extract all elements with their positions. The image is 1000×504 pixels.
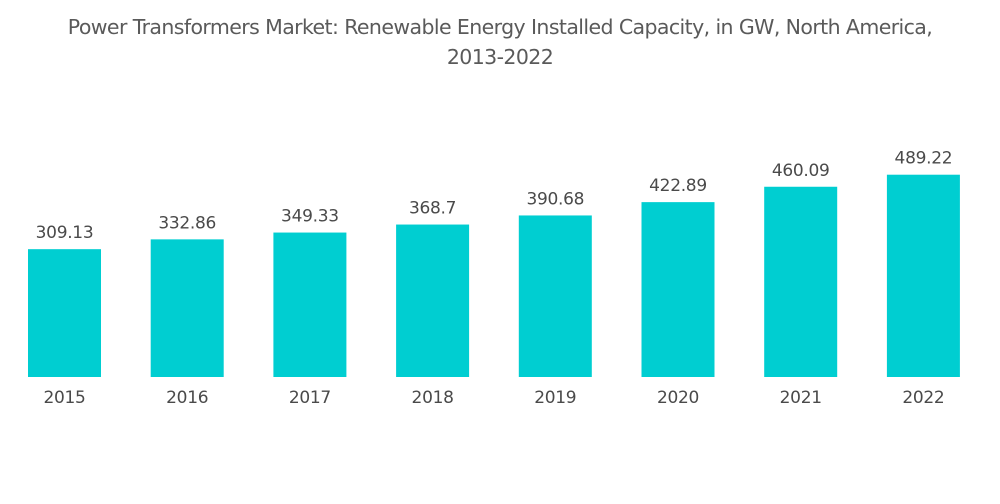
bar-2021 [764, 186, 838, 377]
bar-2019 [518, 215, 592, 377]
bar-2022 [886, 174, 960, 377]
x-tick-label-2016: 2016 [166, 388, 208, 408]
chart-title: Power Transformers Market: Renewable Ene… [0, 12, 1000, 72]
x-tick-label-2018: 2018 [412, 388, 454, 408]
value-label-2017: 349.33 [281, 207, 339, 227]
bar-2020 [641, 202, 715, 377]
value-label-2022: 489.22 [895, 149, 953, 169]
value-label-2019: 390.68 [526, 189, 584, 209]
value-labels-group: 309.13 332.86 349.33 368.7 390.68 422.89 460.0… [36, 149, 953, 243]
value-label-2018: 368.7 [409, 199, 456, 219]
x-tick-label-2021: 2021 [780, 388, 822, 408]
x-tick-label-2019: 2019 [534, 388, 576, 408]
x-tick-label-2017: 2017 [289, 388, 331, 408]
x-axis-ticks: 2015 2016 2017 2018 2019 2020 2021 2022 [43, 388, 944, 408]
chart-title-line-2: 2013-2022 [446, 45, 554, 69]
x-tick-label-2022: 2022 [902, 388, 944, 408]
value-label-2015: 309.13 [36, 223, 94, 243]
bar-2018 [396, 224, 470, 377]
chart-title-line-1: Power Transformers Market: Renewable Ene… [67, 15, 933, 39]
bar-2015 [28, 249, 101, 377]
bar-2016 [150, 239, 224, 377]
bars-group [28, 174, 960, 377]
bar-2017 [273, 232, 347, 377]
x-tick-label-2020: 2020 [657, 388, 699, 408]
x-tick-label-2015: 2015 [43, 388, 85, 408]
value-label-2020: 422.89 [649, 176, 707, 196]
value-label-2016: 332.86 [158, 213, 216, 233]
value-label-2021: 460.09 [772, 161, 830, 181]
